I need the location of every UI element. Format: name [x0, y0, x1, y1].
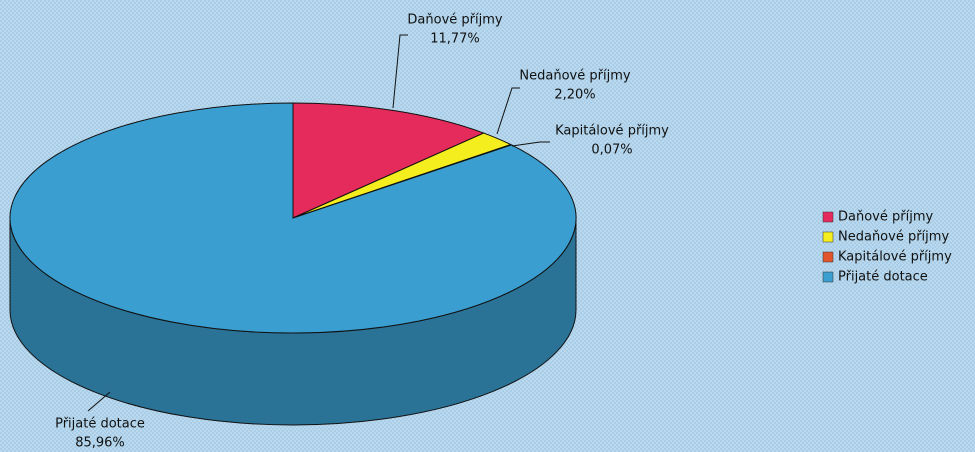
- legend-swatch: [822, 251, 834, 263]
- data-label: 11,77%: [430, 32, 480, 47]
- legend-label: Daňové příjmy: [838, 210, 933, 225]
- data-label-name: Kapitálové příjmy: [555, 124, 669, 139]
- data-label-name: Přijaté dotace: [55, 417, 145, 432]
- legend-label: Přijaté dotace: [838, 270, 928, 285]
- data-label: 0,07%: [591, 143, 632, 158]
- legend-label: Kapitálové příjmy: [838, 250, 952, 265]
- leader-line: [87, 391, 111, 412]
- legend-label: Nedaňové příjmy: [838, 230, 949, 245]
- leader-line: [511, 141, 550, 147]
- legend-swatch: [822, 231, 834, 243]
- slice: [292, 102, 486, 219]
- leader-line: [496, 87, 520, 135]
- legend-swatch: [822, 211, 834, 223]
- legend-swatch: [822, 271, 834, 283]
- data-label: 2,20%: [554, 88, 595, 103]
- slice: [9, 102, 577, 334]
- data-label-name: Daňové příjmy: [407, 13, 502, 28]
- data-label: 85,96%: [75, 436, 125, 451]
- data-label-name: Nedaňové příjmy: [519, 69, 630, 84]
- leader-line: [392, 34, 408, 109]
